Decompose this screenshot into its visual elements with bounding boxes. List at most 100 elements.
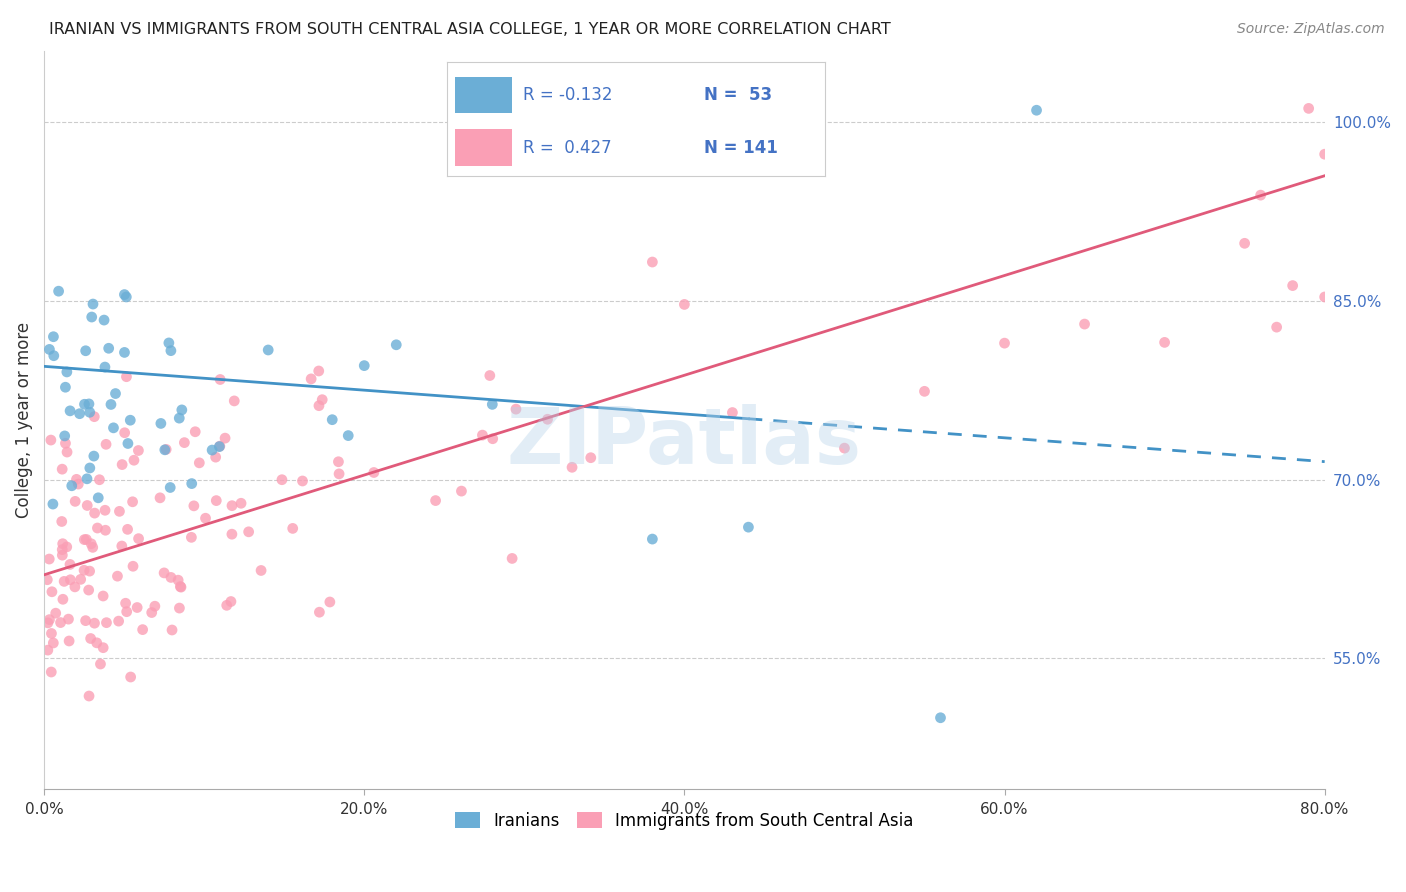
Point	[94, 359, 117, 374]
Point	[63, 580, 86, 594]
Point	[55, 540, 77, 554]
Point	[914, 384, 936, 399]
Point	[271, 473, 294, 487]
Point	[52, 592, 75, 607]
Point	[155, 442, 177, 457]
Point	[75, 343, 97, 358]
Point	[170, 580, 193, 594]
Point	[37, 573, 59, 587]
Point	[82, 541, 104, 555]
Point	[450, 484, 472, 499]
Point	[1298, 102, 1320, 116]
Point	[115, 369, 138, 384]
Point	[89, 473, 111, 487]
Point	[120, 670, 142, 684]
Point	[37, 643, 59, 657]
Point	[122, 453, 145, 467]
Point	[481, 397, 503, 411]
Point	[76, 472, 98, 486]
Point	[641, 532, 664, 546]
Point	[114, 425, 136, 440]
Point	[114, 345, 136, 359]
Point	[224, 393, 246, 408]
Point	[91, 640, 114, 655]
Point	[83, 409, 105, 424]
Text: Source: ZipAtlas.com: Source: ZipAtlas.com	[1237, 22, 1385, 37]
Point	[153, 442, 176, 457]
Point	[51, 548, 73, 562]
Point	[1281, 278, 1303, 293]
Point	[58, 612, 80, 626]
Point	[51, 515, 73, 529]
Point	[149, 491, 172, 505]
Point	[160, 343, 183, 358]
Point	[929, 711, 952, 725]
Point	[1073, 317, 1095, 331]
Point	[42, 349, 65, 363]
Point	[127, 443, 149, 458]
Point	[363, 466, 385, 480]
Point	[117, 436, 139, 450]
Point	[121, 495, 143, 509]
Point	[56, 445, 79, 459]
Point	[87, 491, 110, 505]
Point	[328, 467, 350, 481]
Point	[169, 411, 191, 425]
Point	[143, 599, 166, 614]
Point	[82, 297, 104, 311]
Point	[180, 530, 202, 544]
Point	[1153, 335, 1175, 350]
Point	[184, 425, 207, 439]
Point	[115, 290, 138, 304]
Point	[39, 665, 62, 679]
Point	[291, 474, 314, 488]
Point	[76, 499, 98, 513]
Point	[149, 417, 172, 431]
Point	[65, 472, 87, 486]
Point	[128, 532, 150, 546]
Point	[94, 503, 117, 517]
Point	[160, 623, 183, 637]
Point	[308, 605, 330, 619]
Point	[141, 606, 163, 620]
Point	[536, 412, 558, 426]
Point	[107, 614, 129, 628]
Point	[721, 405, 744, 419]
Point	[49, 615, 72, 630]
Point	[505, 402, 527, 417]
Point	[59, 558, 82, 572]
Point	[38, 613, 60, 627]
Point	[45, 606, 67, 620]
Text: IRANIAN VS IMMIGRANTS FROM SOUTH CENTRAL ASIA COLLEGE, 1 YEAR OR MORE CORRELATIO: IRANIAN VS IMMIGRANTS FROM SOUTH CENTRAL…	[49, 22, 891, 37]
Point	[157, 335, 180, 350]
Point	[55, 436, 77, 450]
Point	[153, 566, 176, 580]
Point	[299, 372, 322, 386]
Point	[215, 599, 238, 613]
Point	[75, 533, 97, 547]
Point	[107, 569, 129, 583]
Point	[60, 479, 83, 493]
Point	[501, 551, 523, 566]
Point	[250, 564, 273, 578]
Point	[89, 657, 111, 671]
Point	[641, 255, 664, 269]
Point	[38, 552, 60, 566]
Point	[69, 573, 91, 587]
Point	[97, 341, 120, 355]
Point	[67, 477, 90, 491]
Point	[127, 600, 149, 615]
Point	[83, 616, 105, 631]
Point	[673, 297, 696, 311]
Point	[1233, 236, 1256, 251]
Point	[80, 310, 103, 324]
Point	[94, 437, 117, 451]
Point	[100, 397, 122, 411]
Point	[221, 499, 243, 513]
Point	[83, 506, 105, 520]
Point	[385, 338, 408, 352]
Point	[785, 136, 807, 151]
Text: ZIPatlas: ZIPatlas	[508, 404, 862, 480]
Point	[75, 614, 97, 628]
Point	[120, 413, 142, 427]
